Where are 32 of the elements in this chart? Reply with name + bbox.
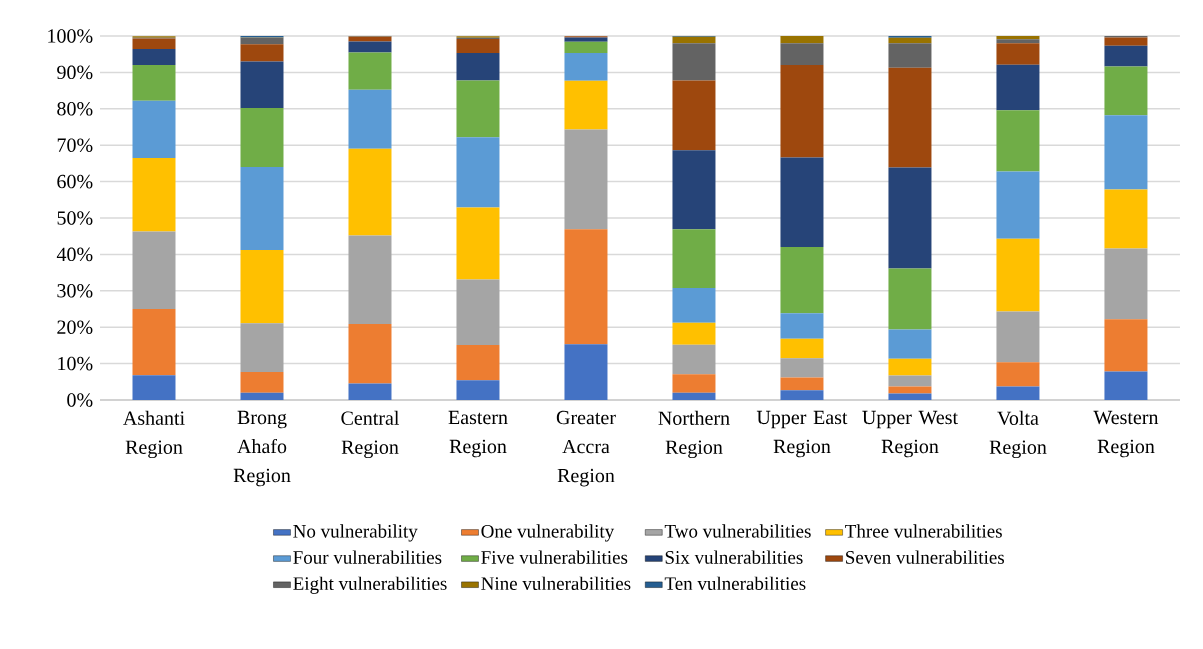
legend-label: Ten vulnerabilities [664, 576, 806, 591]
x-tick-label: Northern Region [658, 410, 730, 459]
x-tick-label: Brong Ahafo Region [233, 410, 291, 487]
legend-label: No vulnerability [293, 524, 418, 542]
legend-label: Three vulnerabilities [845, 524, 1002, 538]
y-tick-label: 90% [57, 65, 93, 80]
x-tick-label: Ashanti Region [123, 410, 185, 459]
y-tick-label: 40% [56, 247, 93, 262]
legend-label: Seven vulnerabilities [846, 550, 1004, 564]
y-tick-label: 100% [48, 29, 93, 43]
y-tick-label: 60% [57, 174, 93, 189]
y-tick-label: 0% [67, 393, 93, 407]
legend-label: One vulnerability [481, 524, 615, 542]
legend-label: Five vulnerabilities [481, 550, 628, 564]
x-tick-label: Upper West Region [862, 410, 958, 458]
x-tick-label: Central Region [341, 410, 400, 459]
x-tick-label: Greater Accra Region [556, 410, 616, 487]
x-tick-label: Volta Region [989, 410, 1047, 459]
legend-label: Nine vulnerabilities [481, 576, 631, 591]
legend-label: Four vulnerabilities [293, 550, 442, 564]
y-tick-label: 70% [57, 138, 93, 152]
y-tick-label: 20% [57, 320, 93, 334]
x-tick-label: Western Region [1093, 410, 1159, 458]
x-tick-label: Upper East Region [756, 410, 848, 458]
y-tick-label: 80% [57, 102, 93, 116]
legend-label: Two vulnerabilities [664, 524, 811, 538]
legend-label: Eight vulnerabilities [293, 576, 447, 594]
x-tick-label: Eastern Region [448, 410, 508, 458]
legend-label: Six vulnerabilities [665, 550, 803, 564]
y-tick-label: 30% [57, 284, 93, 298]
y-tick-label: 10% [58, 356, 93, 371]
y-tick-label: 50% [57, 211, 93, 225]
